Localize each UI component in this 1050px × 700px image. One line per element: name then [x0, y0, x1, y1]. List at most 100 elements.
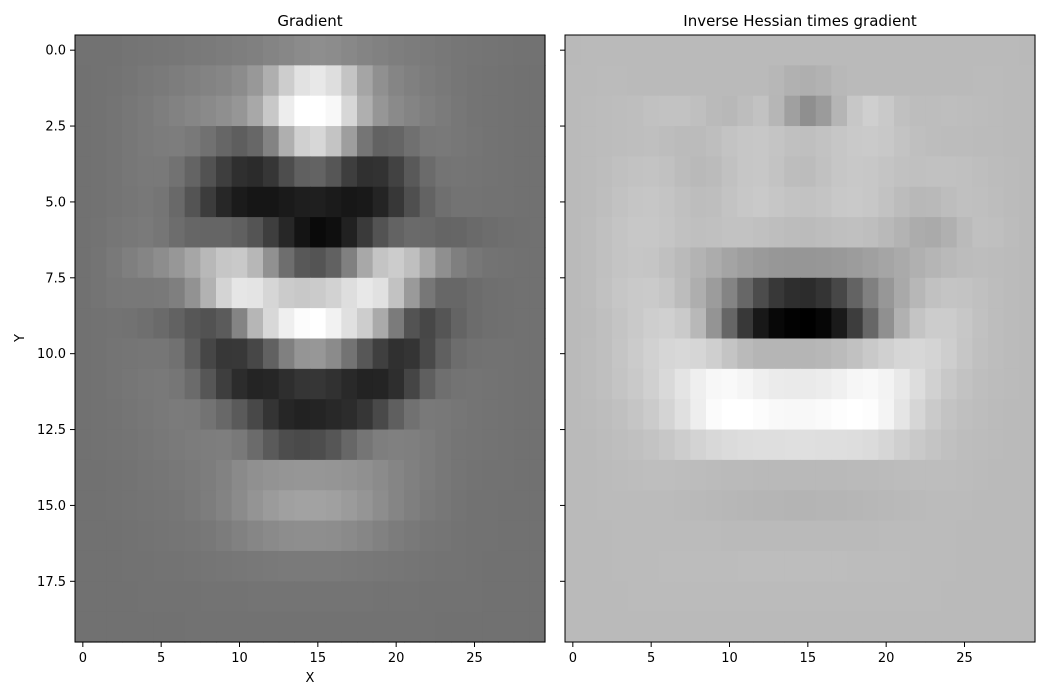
heatmap-cell — [565, 277, 582, 309]
heatmap-cell — [721, 399, 738, 431]
heatmap-cell — [1019, 35, 1036, 66]
heatmap-cell — [184, 581, 201, 613]
heatmap-cell — [169, 550, 186, 582]
heatmap-cell — [231, 308, 248, 340]
heatmap-cell — [357, 95, 374, 127]
heatmap-cell — [753, 217, 770, 249]
heatmap-cell — [768, 429, 785, 461]
heatmap-cell — [565, 156, 582, 188]
heatmap-cell — [768, 490, 785, 522]
heatmap-cell — [169, 156, 186, 188]
heatmap-cell — [153, 247, 170, 279]
heatmap-cell — [580, 429, 597, 461]
heatmap-cell — [784, 277, 801, 309]
heatmap-cell — [815, 35, 832, 66]
heatmap-cell — [737, 308, 754, 340]
heatmap-cell — [721, 35, 738, 66]
heatmap-cell — [565, 126, 582, 157]
heatmap-cell — [706, 581, 723, 613]
heatmap-cell — [466, 156, 483, 188]
heatmap-cell — [768, 186, 785, 218]
heatmap-cell — [925, 247, 942, 279]
heatmap-cell — [451, 247, 468, 279]
heatmap-cell — [800, 186, 817, 218]
heatmap-cell — [784, 65, 801, 97]
heatmap-cell — [184, 156, 201, 188]
heatmap-cell — [90, 520, 107, 552]
heatmap-cell — [231, 95, 248, 127]
heatmap-cell — [831, 490, 848, 522]
heatmap-cell — [565, 186, 582, 218]
heatmap-cell — [388, 247, 405, 279]
heatmap-cell — [674, 459, 691, 491]
heatmap-cell — [941, 277, 958, 309]
heatmap-cell — [909, 550, 926, 582]
heatmap-cell — [659, 520, 676, 552]
heatmap-cell — [737, 429, 754, 461]
heatmap-cell — [106, 308, 123, 340]
heatmap-cell — [372, 217, 389, 249]
heatmap-cell — [106, 459, 123, 491]
heatmap-cell — [388, 308, 405, 340]
heatmap-cell — [372, 308, 389, 340]
heatmap-cell — [513, 156, 530, 188]
heatmap-cell — [627, 156, 644, 188]
heatmap-cell — [137, 156, 154, 188]
heatmap-cell — [580, 611, 597, 643]
heatmap-cell — [482, 399, 499, 431]
heatmap-cell — [310, 550, 327, 582]
heatmap-cell — [529, 217, 546, 249]
heatmap-cell — [768, 520, 785, 552]
heatmap-cell — [941, 35, 958, 66]
heatmap-cell — [894, 520, 911, 552]
heatmap-cell — [341, 247, 358, 279]
heatmap-cell — [612, 156, 629, 188]
heatmap-cell — [153, 581, 170, 613]
heatmap-cell — [184, 126, 201, 157]
heatmap-cell — [690, 550, 707, 582]
heatmap-cell — [357, 459, 374, 491]
heatmap-cell — [451, 65, 468, 97]
heatmap-cell — [388, 581, 405, 613]
heatmap-cell — [451, 611, 468, 643]
heatmap-cell — [466, 308, 483, 340]
heatmap-cell — [674, 277, 691, 309]
heatmap-cell — [451, 399, 468, 431]
heatmap-cell — [137, 126, 154, 157]
heatmap-cell — [200, 95, 217, 127]
heatmap-cell — [137, 338, 154, 370]
heatmap-cell — [278, 520, 295, 552]
heatmap-cell — [627, 611, 644, 643]
heatmap-cell — [941, 126, 958, 157]
heatmap-cell — [988, 338, 1005, 370]
heatmap-cell — [956, 338, 973, 370]
heatmap-cell — [106, 550, 123, 582]
heatmap-cell — [643, 368, 660, 400]
heatmap-cell — [627, 459, 644, 491]
heatmap-cell — [310, 186, 327, 218]
heatmap-cell — [263, 65, 280, 97]
heatmap-cell — [862, 247, 879, 279]
heatmap-cell — [737, 611, 754, 643]
heatmap-cell — [596, 520, 613, 552]
heatmap-cell — [643, 247, 660, 279]
heatmap-cell — [200, 581, 217, 613]
heatmap-cell — [925, 95, 942, 127]
heatmap-cell — [231, 581, 248, 613]
heatmap-cell — [925, 611, 942, 643]
heatmap-cell — [659, 308, 676, 340]
heatmap-cell — [753, 459, 770, 491]
heatmap-cell — [847, 429, 864, 461]
heatmap-cell — [784, 520, 801, 552]
heatmap-cell — [122, 611, 139, 643]
heatmap-cell — [231, 611, 248, 643]
heatmap-cell — [137, 429, 154, 461]
heatmap-cell — [247, 550, 264, 582]
heatmap-cell — [690, 95, 707, 127]
heatmap-cell — [988, 186, 1005, 218]
heatmap-cell — [435, 308, 452, 340]
heatmap-cell — [247, 338, 264, 370]
heatmap-cell — [737, 217, 754, 249]
heatmap-cell — [341, 368, 358, 400]
heatmap-cell — [404, 429, 421, 461]
